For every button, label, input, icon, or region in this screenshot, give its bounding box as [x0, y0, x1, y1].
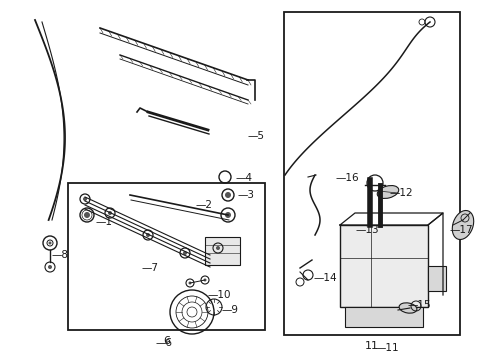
Ellipse shape: [398, 303, 416, 313]
Text: —13: —13: [355, 225, 379, 235]
Text: —1: —1: [95, 217, 112, 227]
Text: —12: —12: [389, 188, 413, 198]
Bar: [339, 225, 427, 307]
Circle shape: [48, 242, 51, 244]
Circle shape: [216, 246, 220, 250]
Text: —8: —8: [52, 250, 69, 260]
Circle shape: [108, 211, 112, 215]
Text: —16: —16: [334, 173, 358, 183]
Circle shape: [203, 279, 206, 282]
Circle shape: [188, 282, 191, 284]
Bar: [204, 237, 240, 265]
Text: —15: —15: [406, 300, 430, 310]
Circle shape: [146, 233, 150, 237]
Text: —10: —10: [206, 290, 230, 300]
Bar: [284, 12, 459, 335]
Bar: [427, 266, 445, 291]
Text: —14: —14: [312, 273, 336, 283]
Ellipse shape: [451, 211, 473, 239]
Text: —9: —9: [222, 305, 239, 315]
Circle shape: [183, 251, 186, 255]
Text: 11: 11: [364, 341, 378, 351]
Text: —17: —17: [449, 225, 473, 235]
Bar: [345, 307, 422, 327]
Circle shape: [224, 192, 230, 198]
Circle shape: [83, 197, 87, 201]
Text: —2: —2: [196, 200, 213, 210]
Text: —6: —6: [155, 338, 172, 348]
Text: 6: 6: [163, 336, 170, 346]
Text: —11: —11: [374, 343, 398, 353]
Text: —5: —5: [246, 131, 264, 141]
Circle shape: [48, 265, 52, 269]
Text: —4: —4: [235, 173, 251, 183]
Ellipse shape: [376, 185, 398, 198]
Circle shape: [84, 212, 90, 218]
Text: —7: —7: [142, 263, 159, 273]
Text: —3: —3: [237, 190, 253, 200]
Bar: [68, 183, 264, 330]
Circle shape: [224, 212, 230, 218]
